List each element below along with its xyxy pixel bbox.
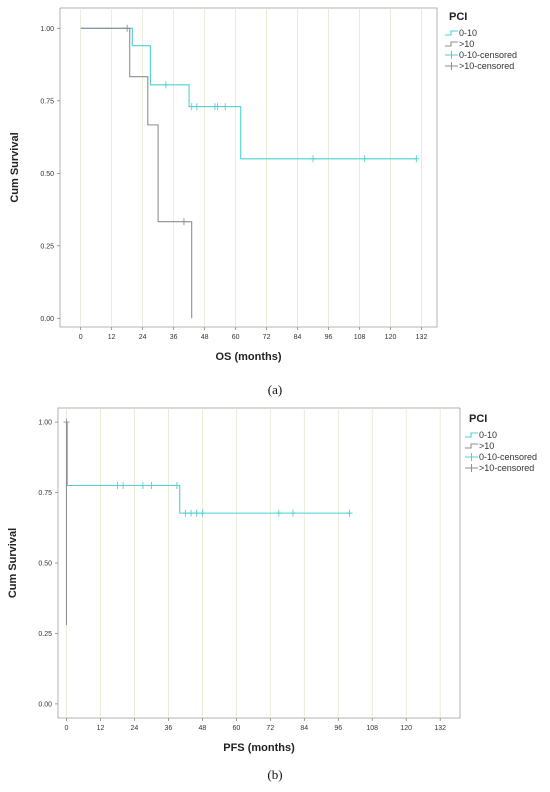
legend-title: PCI — [449, 11, 467, 23]
x-tick-label: 108 — [354, 334, 366, 341]
censor-mark — [124, 24, 131, 32]
y-tick-label: 0.00 — [40, 316, 54, 323]
legend-line-swatch — [445, 41, 458, 47]
x-axis-title: OS (months) — [216, 351, 282, 363]
survival-step-line — [80, 27, 417, 160]
x-tick-label: 48 — [201, 334, 209, 341]
censor-mark — [289, 509, 296, 517]
x-axis-title: PFS (months) — [223, 742, 295, 754]
censor-mark — [114, 482, 121, 489]
censor-mark — [361, 155, 368, 163]
x-tick-label: 12 — [97, 725, 105, 732]
y-axis-title: Cum Survival — [7, 528, 19, 598]
censor-mark — [222, 103, 229, 111]
censor-mark — [173, 482, 180, 489]
plot-frame — [59, 7, 438, 328]
x-tick-label: 84 — [300, 725, 308, 732]
x-tick-label: 72 — [266, 725, 274, 732]
legend-censor-swatch — [445, 62, 458, 70]
y-tick-label: 0.25 — [40, 243, 54, 250]
legend-label: >10-censored — [479, 463, 534, 473]
x-tick-label: 48 — [198, 725, 206, 732]
censor-mark — [346, 509, 353, 517]
x-tick-label: 96 — [325, 334, 333, 341]
legend-label: 0-10 — [479, 430, 497, 440]
chart-panel-a: 0 12 24 36 48 60 72 84 96 108 120 132 0.00 0.25 0.50 0.… — [9, 7, 517, 397]
x-tick-label: 60 — [232, 725, 240, 732]
censor-mark — [148, 482, 155, 489]
x-tick-label: 96 — [334, 725, 342, 732]
censor-mark — [162, 81, 169, 89]
y-tick-label: 0.50 — [40, 171, 54, 178]
x-tick-label: 0 — [79, 334, 83, 341]
y-tick-label: 0.75 — [38, 490, 52, 497]
x-tick-label: 24 — [131, 725, 139, 732]
legend-label: >10 — [459, 39, 474, 49]
x-tick-label: 60 — [232, 334, 240, 341]
x-tick-label: 36 — [165, 725, 173, 732]
x-tick-label: 108 — [366, 725, 378, 732]
x-tick-label: 132 — [416, 334, 428, 341]
x-tick-label: 120 — [400, 725, 412, 732]
x-tick-label: 132 — [434, 725, 446, 732]
y-tick-label: 0.25 — [38, 631, 52, 638]
x-tick-label: 120 — [385, 334, 397, 341]
censor-mark — [310, 155, 317, 163]
legend-line-swatch — [445, 30, 458, 36]
censor-mark — [188, 103, 195, 111]
censor-mark — [275, 509, 282, 517]
censor-mark — [63, 418, 70, 426]
censor-mark — [199, 509, 206, 517]
x-tick-label: 72 — [263, 334, 271, 341]
censor-mark — [193, 509, 200, 517]
survival-chart-os: 0 12 24 36 48 60 72 84 96 108 120 132 0.00 0.25 0.50 0.… — [9, 7, 517, 363]
censor-mark — [188, 509, 195, 517]
legend-censor-swatch — [445, 51, 458, 59]
panel-caption: (b) — [267, 767, 283, 782]
survival-step-line — [80, 27, 193, 319]
censor-mark — [120, 482, 127, 489]
y-tick-label: 0.00 — [38, 701, 52, 708]
x-tick-label: 36 — [170, 334, 178, 341]
censor-mark — [413, 155, 420, 163]
panel-caption: (a) — [267, 382, 283, 397]
legend-line-swatch — [465, 443, 478, 449]
legend-line-swatch — [465, 432, 478, 438]
censor-mark — [180, 218, 187, 226]
censor-mark — [193, 103, 200, 111]
x-tick-label: 84 — [294, 334, 302, 341]
censor-mark — [214, 103, 221, 111]
legend-label: >10 — [479, 441, 494, 451]
legend-label: 0-10-censored — [479, 452, 537, 462]
x-tick-label: 0 — [65, 725, 69, 732]
chart-panel-b: 0 12 24 36 48 60 72 84 96 108 120 132 0.00 0.25 0.50 0.… — [0, 400, 550, 792]
survival-chart-pfs: 0 12 24 36 48 60 72 84 96 108 120 132 0.00 0.25 0.50 0.… — [7, 407, 537, 754]
y-axis-title: Cum Survival — [9, 132, 21, 202]
x-tick-label: 12 — [108, 334, 116, 341]
legend-censor-swatch — [465, 464, 478, 472]
x-tick-label: 24 — [139, 334, 147, 341]
y-tick-label: 1.00 — [38, 420, 52, 427]
y-tick-label: 0.75 — [40, 98, 54, 105]
legend-censor-swatch — [465, 453, 478, 461]
censor-mark — [139, 482, 146, 489]
censor-mark — [182, 509, 189, 517]
y-tick-label: 1.00 — [40, 26, 54, 33]
legend-title: PCI — [469, 413, 487, 425]
legend-label: 0-10 — [459, 28, 477, 38]
legend-label: 0-10-censored — [459, 50, 517, 60]
legend-label: >10-censored — [459, 61, 514, 71]
y-tick-label: 0.50 — [38, 561, 52, 568]
plot-frame — [57, 407, 461, 719]
